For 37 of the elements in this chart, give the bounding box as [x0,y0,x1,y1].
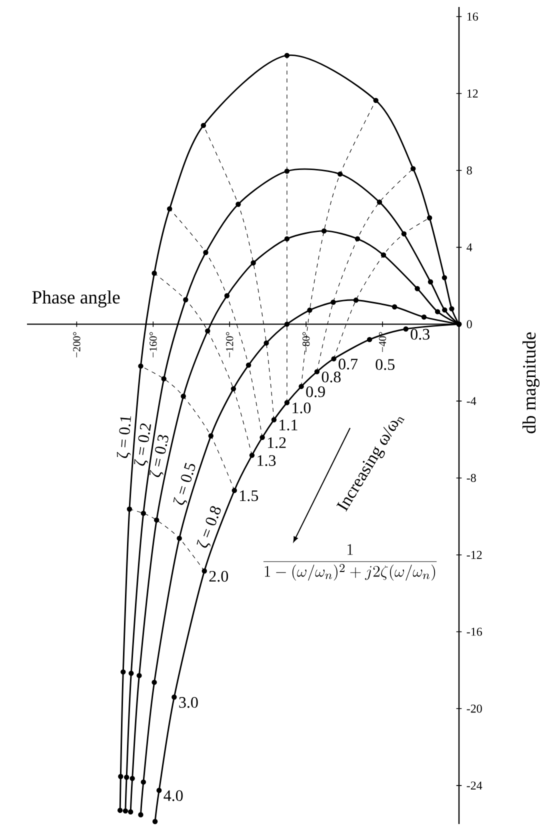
y-tick-label: 4 [466,243,472,252]
text: ζ = 0.5 [173,462,196,505]
x-axis-title: Phase angle [32,290,120,308]
x-tick-label: −80° [302,332,310,352]
y-tick-label: 0 [466,320,472,328]
annotation: 0.7 [338,358,358,370]
annotation: 1.1 [280,420,298,430]
y-axis-title: db magnitude [522,332,540,434]
annotation: 1.0 [292,402,311,414]
annotation: 1.3 [258,455,276,466]
annotation: 0.5 [376,359,395,370]
x-tick-label: −40° [378,332,386,352]
annotation: 1.5 [240,490,258,502]
y-tick-label: -24 [466,782,482,790]
text: ζ = 0.2 [134,423,152,466]
annotation: 4.0 [164,790,183,802]
y-tick-label: -4 [466,397,476,406]
x-tick-label: −160° [150,332,157,358]
annotation: 0.3 [410,328,430,340]
annotation: 0.9 [306,386,325,398]
text: ζ = 0.8 [196,506,221,548]
y-tick-label: -16 [466,628,482,636]
x-tick-label: −200° [73,332,80,358]
annotation: $\frac{1}{1-(\omega/\omega_n)^2+j2\zeta(\omega/\omega_n)}$ [263,544,437,581]
text: ζ = 0.3 [149,434,168,478]
y-tick-label: -12 [466,550,482,559]
y-tick-label: 8 [466,166,472,174]
annotation: 2.0 [209,570,228,582]
annotation: 1.2 [268,437,286,448]
annotation: 3.0 [179,697,198,708]
y-tick-label: 12 [467,90,478,98]
annotation: 0.8 [322,372,341,382]
y-tick-label: -8 [466,474,476,482]
y-tick-label: 16 [467,12,478,21]
x-tick-label: −120° [226,332,234,358]
y-tick-label: -20 [466,704,482,713]
text: ζ = 0.1 [116,416,131,458]
